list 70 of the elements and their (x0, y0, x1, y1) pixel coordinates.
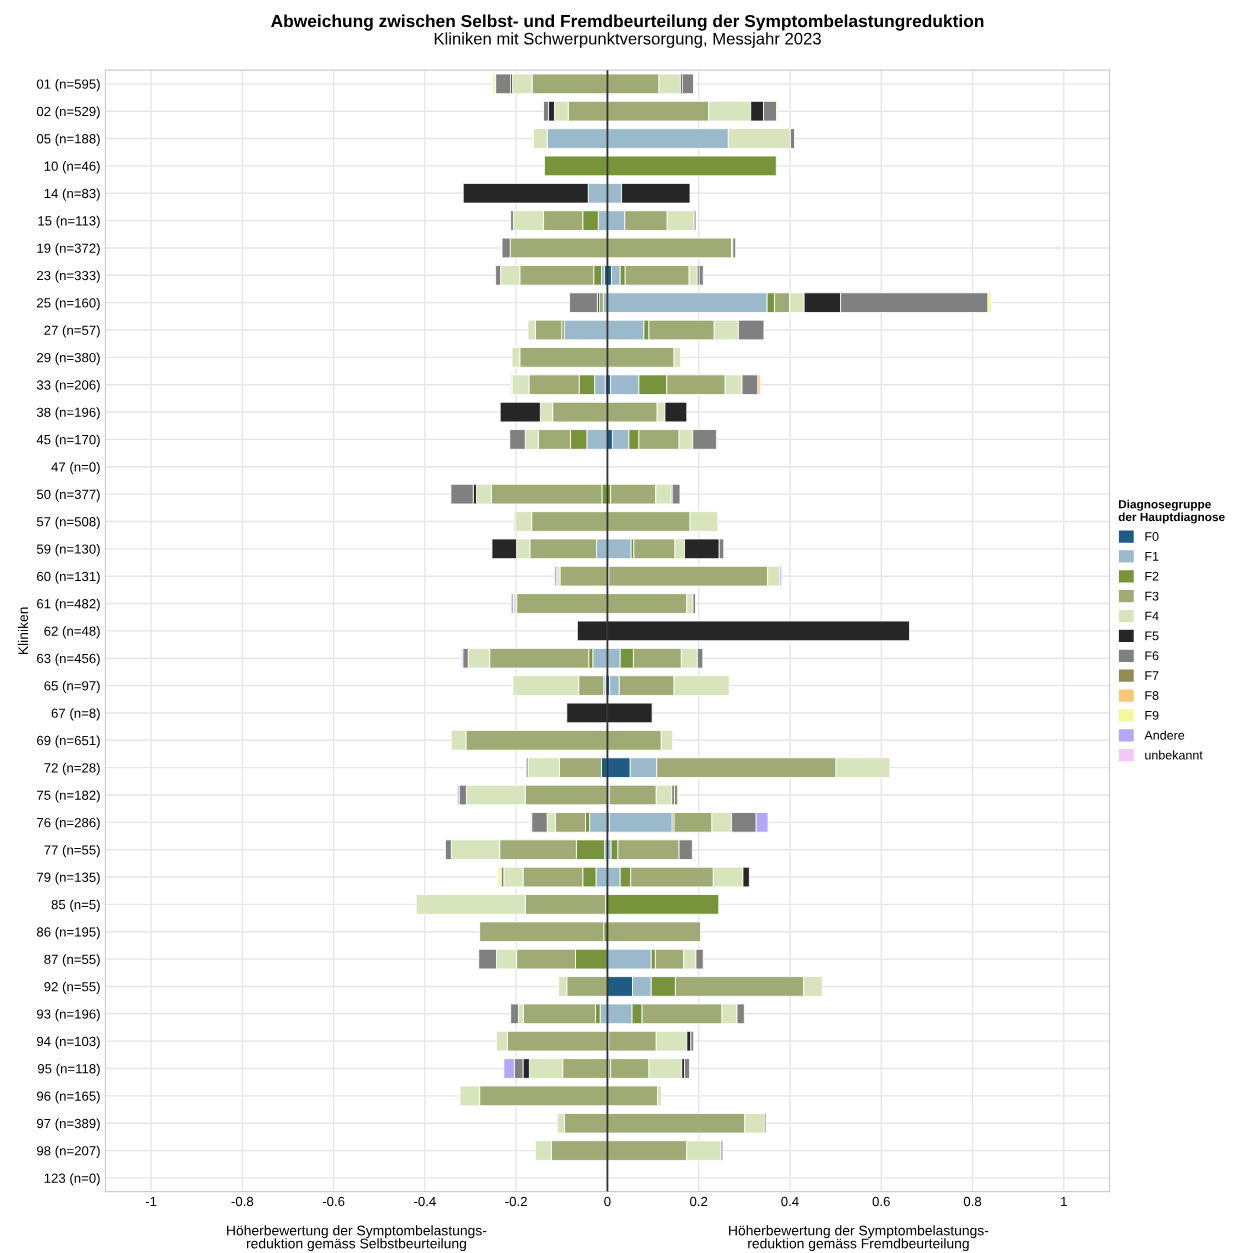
y-tick-label: 98 (n=207) (36, 1145, 100, 1159)
y-tick-label: 29 (n=380) (37, 352, 100, 365)
y-tick-label: 76 (n=286) (37, 817, 100, 830)
y-tick-label: 96 (n=165) (36, 1091, 100, 1104)
y-tick-label: 01 (n=595) (36, 79, 100, 92)
y-tick-label: 61 (n=482) (37, 598, 100, 612)
legend-title: Diagnosegruppe der Hauptdiagnose (1118, 499, 1225, 524)
y-tick-label: 62 (n=48) (44, 626, 100, 639)
x-tick-label: 0 (604, 1196, 611, 1207)
y-tick-label: 57 (n=508) (36, 516, 100, 529)
y-tick-label: 79 (n=135) (37, 872, 100, 885)
legend-label: F6 (1145, 651, 1159, 661)
x-tick-label: 1 (1061, 1196, 1067, 1207)
y-tick-label: 23 (n=333) (37, 270, 100, 283)
y-tick-label: 33 (n=206) (36, 379, 100, 393)
y-tick-label: 05 (n=188) (36, 133, 100, 147)
y-tick-label: 75 (n=182) (37, 790, 100, 803)
y-tick-label: 95 (n=118) (37, 1063, 100, 1077)
x-tick-label: -1 (145, 1196, 157, 1207)
y-tick-label: 47 (n=0) (51, 461, 100, 475)
y-tick-label: 45 (n=170) (36, 434, 100, 447)
legend-label: F0 (1145, 532, 1159, 541)
y-tick-label: 59 (n=130) (36, 544, 100, 557)
y-tick-label: 86 (n=195) (36, 926, 100, 940)
y-tick-label: 65 (n=97) (44, 680, 100, 694)
y-tick-label: 15 (n=113) (38, 215, 100, 229)
y-tick-label: 10 (n=46) (44, 161, 100, 174)
x-tick-label: -0.2 (505, 1196, 527, 1207)
legend-label: F2 (1145, 571, 1159, 581)
y-tick-label: 38 (n=196) (36, 407, 100, 420)
y-tick-label: 14 (n=83) (44, 188, 100, 201)
y-tick-label: 27 (n=57) (44, 325, 100, 338)
y-tick-label: 97 (n=389) (36, 1118, 100, 1131)
y-tick-label: 94 (n=103) (36, 1036, 100, 1049)
y-tick-label: 67 (n=8) (51, 708, 100, 721)
x-tick-label: 0.4 (781, 1196, 799, 1207)
legend-label: F9 (1145, 710, 1159, 720)
y-tick-label: 92 (n=55) (44, 981, 100, 994)
legend-label: F8 (1145, 691, 1159, 700)
y-tick-label: 50 (n=377) (36, 489, 100, 502)
y-tick-label: 72 (n=28) (44, 762, 100, 776)
y-tick-label: 69 (n=651) (37, 735, 100, 748)
x-tick-label: 0.6 (872, 1196, 890, 1207)
x-tick-label: 0.2 (690, 1196, 708, 1207)
y-tick-label: 60 (n=131) (37, 571, 100, 584)
y-axis-title: Kliniken (17, 607, 29, 655)
text: Höherbewertung der Symptombelastungs- reduktion gemäss Selbstbeurteilung (227, 1225, 487, 1252)
legend-label: F7 (1145, 671, 1159, 680)
chart-title: Abweichung zwischen Selbst- und Fremdbeurteilung der Symptombelastungreduktion (271, 14, 984, 31)
x-tick-label: 0.8 (963, 1196, 982, 1207)
legend-label: F5 (1145, 631, 1159, 641)
chart-subtitle: Kliniken mit Schwerpunktversorgung, Messjahr 2023 (434, 32, 821, 48)
y-tick-label: 02 (n=529) (36, 106, 100, 119)
legend-label: F4 (1145, 611, 1159, 621)
y-tick-label: 123 (n=0) (44, 1173, 100, 1186)
legend-label: F1 (1145, 552, 1159, 561)
text: Höherbewertung der Symptombelastungs- reduktion gemäss Fremdbeurteilung (729, 1225, 989, 1252)
x-tick-label: -0.6 (322, 1196, 345, 1207)
y-tick-label: 77 (n=55) (44, 844, 100, 858)
y-tick-label: 93 (n=196) (36, 1009, 100, 1022)
y-tick-label: 63 (n=456) (37, 653, 100, 666)
legend-label: F3 (1145, 591, 1159, 601)
x-tick-label: -0.4 (414, 1196, 436, 1207)
y-tick-label: 85 (n=5) (51, 899, 100, 912)
y-tick-label: 19 (n=372) (37, 243, 100, 256)
legend-label: Andere (1144, 730, 1185, 740)
x-tick-label: -0.8 (231, 1196, 254, 1207)
y-tick-label: 25 (n=160) (37, 297, 100, 311)
legend-label: unbekannt (1145, 750, 1203, 760)
y-tick-label: 87 (n=55) (44, 954, 100, 967)
